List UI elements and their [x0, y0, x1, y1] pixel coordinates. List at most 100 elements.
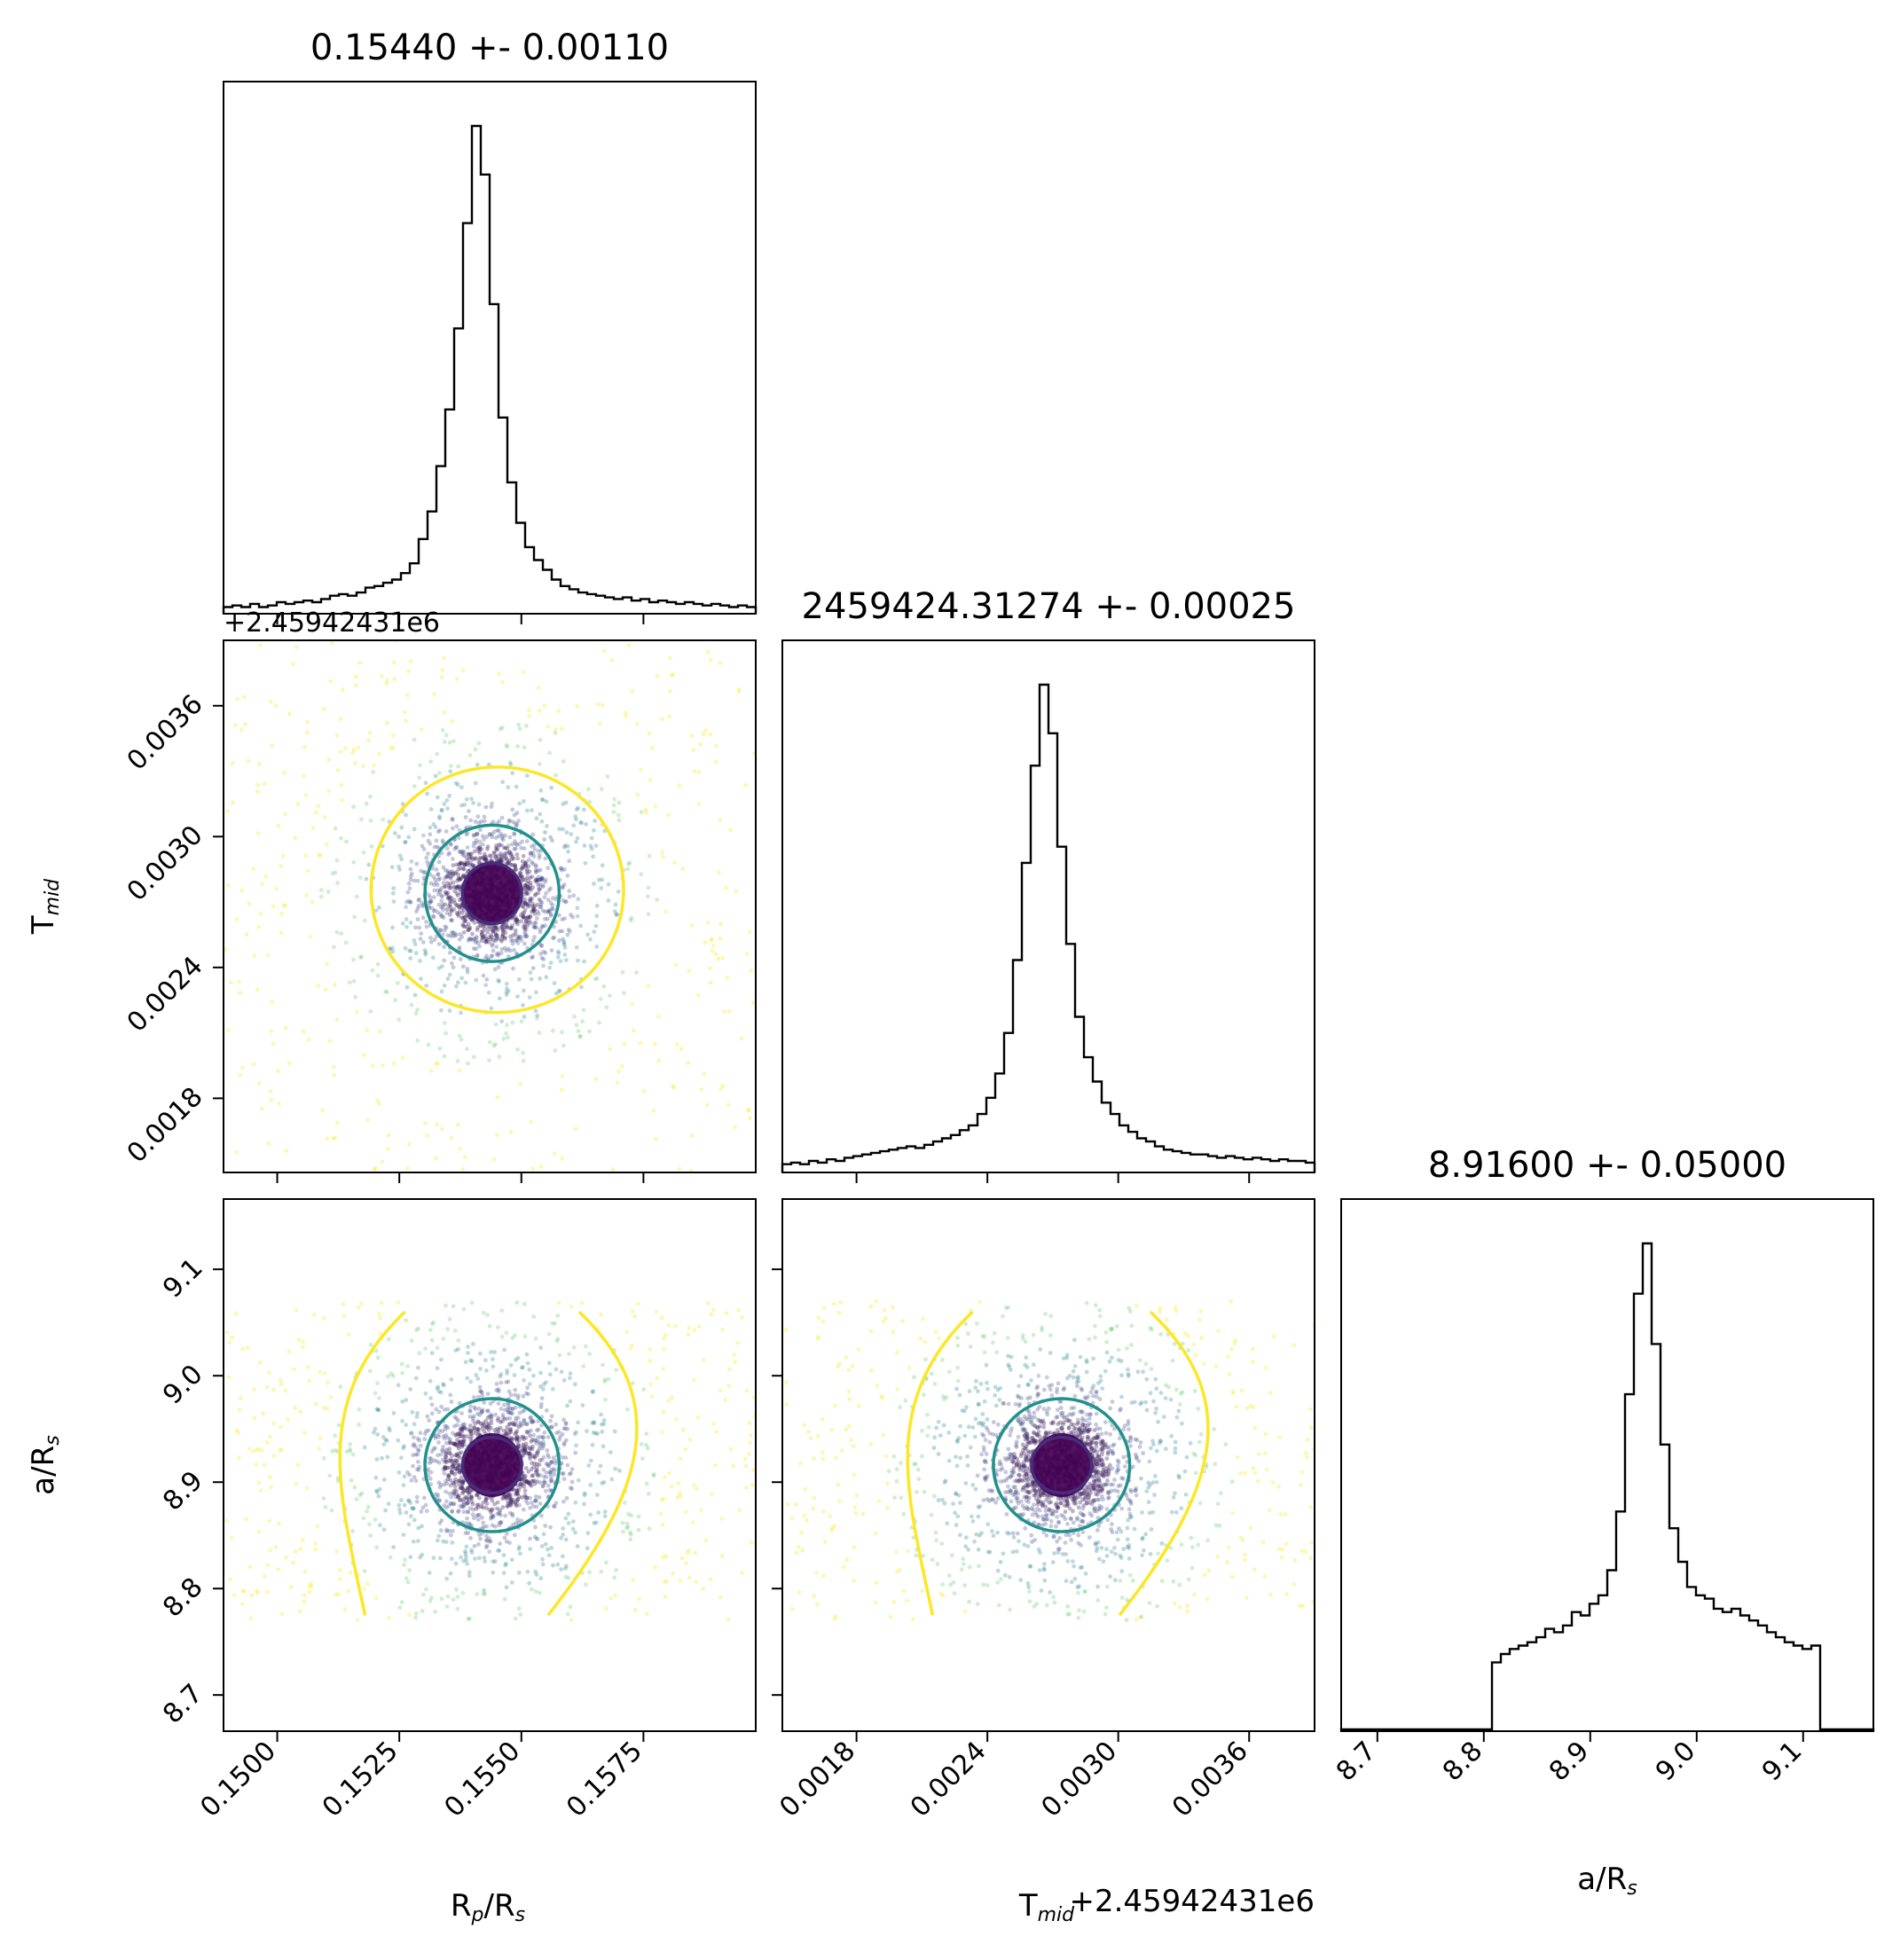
sample-point — [428, 1459, 434, 1464]
sample-point — [497, 1548, 502, 1553]
sample-point — [475, 1513, 481, 1517]
sample-point — [612, 909, 617, 914]
sample-point — [520, 866, 524, 871]
sample-point — [466, 928, 470, 933]
sample-point — [1106, 1446, 1111, 1450]
sample-point — [526, 915, 531, 920]
sample-point — [577, 1034, 583, 1039]
sample-point — [373, 1426, 378, 1431]
sample-point — [530, 955, 534, 960]
sample-point — [436, 892, 441, 897]
sample-point — [1159, 1541, 1165, 1546]
sample-point — [457, 1478, 462, 1483]
sample-point — [387, 1425, 391, 1431]
sample-point — [551, 906, 555, 912]
sample-point — [481, 935, 486, 939]
sample-point — [447, 894, 451, 899]
sample-point — [404, 899, 409, 905]
sample-point — [539, 797, 545, 802]
sample-point — [444, 1527, 450, 1533]
sample-point — [419, 727, 424, 732]
sample-point — [451, 1501, 456, 1507]
sample-point — [535, 880, 539, 884]
sample-point — [501, 1553, 506, 1557]
sample-point — [477, 944, 482, 949]
sample-point — [532, 893, 538, 898]
sample-point — [600, 1429, 605, 1434]
sample-point — [495, 928, 500, 932]
sample-point — [476, 1430, 481, 1434]
sample-point — [502, 1347, 507, 1352]
sample-point — [234, 1149, 239, 1155]
sample-point — [406, 1499, 411, 1503]
sample-point — [530, 851, 536, 856]
sample-point — [671, 1084, 675, 1088]
sample-point — [450, 1470, 455, 1476]
sample-point — [454, 1587, 459, 1592]
sample-point — [326, 757, 331, 763]
sample-point — [516, 1547, 522, 1551]
sample-point — [481, 856, 486, 860]
sample-point — [516, 1494, 522, 1500]
sample-point — [624, 1521, 630, 1526]
sample-point — [422, 1437, 428, 1442]
sample-point — [1105, 1491, 1111, 1495]
sample-point — [698, 741, 703, 747]
sample-point — [334, 1592, 339, 1597]
sample-point — [499, 1308, 505, 1313]
sample-point — [493, 925, 499, 930]
sample-point — [456, 1494, 460, 1500]
sample-point — [526, 879, 531, 884]
sample-point — [455, 903, 460, 907]
sample-point — [533, 1336, 538, 1341]
sample-point — [593, 923, 599, 929]
sample-point — [439, 1007, 444, 1013]
sample-point — [462, 1422, 467, 1427]
sample-point — [475, 1493, 480, 1498]
sample-point — [522, 799, 526, 804]
sample-point — [539, 1396, 545, 1400]
sample-point — [478, 1367, 483, 1371]
sample-point — [547, 1470, 552, 1475]
sample-point — [310, 1584, 314, 1589]
sample-point — [328, 1395, 334, 1399]
sample-point — [559, 1567, 563, 1572]
sample-point — [429, 1351, 435, 1356]
sample-point — [239, 888, 245, 893]
sample-point — [555, 949, 561, 954]
sample-point — [1073, 1426, 1079, 1431]
sample-point — [541, 1467, 546, 1472]
sample-point — [470, 931, 475, 937]
sample-point — [478, 1536, 483, 1541]
sample-point — [500, 834, 505, 839]
sample-point — [390, 945, 395, 951]
sample-point — [805, 1517, 809, 1523]
sample-point — [279, 930, 284, 936]
sample-point — [591, 854, 595, 859]
sample-point — [548, 912, 554, 916]
sample-point — [341, 687, 345, 692]
sample-point — [727, 827, 733, 833]
sample-point — [510, 941, 515, 946]
sample-point — [329, 1508, 334, 1513]
sample-point — [464, 1557, 468, 1563]
sample-point — [225, 809, 230, 814]
sample-point — [514, 867, 519, 872]
sample-point — [958, 1455, 963, 1461]
sample-point — [497, 1523, 502, 1528]
sample-point — [431, 955, 436, 960]
sample-point — [366, 862, 372, 867]
sample-point — [519, 1019, 524, 1023]
sample-point — [321, 1406, 326, 1410]
sample-point — [531, 1464, 536, 1470]
sample-point — [407, 886, 412, 891]
sample-point — [402, 1563, 406, 1567]
sample-point — [313, 1547, 318, 1552]
sample-point — [436, 1493, 441, 1497]
sample-point — [1036, 1547, 1041, 1552]
sample-point — [555, 1337, 561, 1342]
sample-point — [1115, 1489, 1120, 1494]
sample-point — [492, 1350, 497, 1354]
sample-point — [358, 1301, 364, 1306]
sample-point — [469, 937, 474, 941]
